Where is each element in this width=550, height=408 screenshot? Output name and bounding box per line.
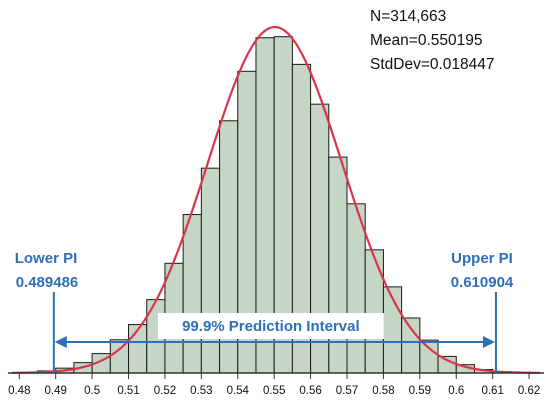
x-tick-label: 0.59 [409,385,431,397]
interval-label: 99.9% Prediction Interval [182,318,360,335]
x-tick-label: 0.57 [336,385,358,397]
x-tick-label: 0.6 [448,385,464,397]
stat-mean: Mean=0.550195 [370,32,482,49]
lower-pi-label: Lower PI [15,250,78,267]
x-tick-label: 0.58 [372,385,394,397]
x-tick-label: 0.61 [481,385,503,397]
x-axis-ticks: 0.48 0.49 0.5 0.51 0.52 0.53 0.54 0.55 0.56 0.57 0… [8,373,540,397]
histogram-bar [182,214,202,374]
interval-label-box [157,313,384,339]
x-tick-label: 0.49 [45,385,67,397]
histogram-bar [328,156,348,374]
stat-stddev: StdDev=0.018447 [370,56,495,73]
normal-curve [11,25,541,374]
histogram-bar [419,339,439,374]
x-tick-label: 0.48 [8,385,30,397]
x-tick-label: 0.52 [154,385,176,397]
histogram-bar [346,203,366,374]
upper-pi-value: 0.610904 [451,274,514,291]
upper-pi-label: Upper PI [451,250,513,267]
x-tick-label: 0.51 [117,385,139,397]
arrow-left-head [54,336,67,348]
x-tick-label: 0.56 [299,385,321,397]
arrow-right-head [482,336,495,348]
x-tick-label: 0.53 [190,385,212,397]
x-tick-label: 0.5 [84,385,100,397]
x-tick-label: 0.55 [263,385,285,397]
x-tick-label: 0.62 [518,385,540,397]
lower-pi-value: 0.489486 [16,274,79,291]
histogram-bar [364,249,384,374]
histogram-bar [401,317,421,374]
stat-n: N=314,663 [370,8,446,25]
x-tick-label: 0.54 [227,385,250,397]
